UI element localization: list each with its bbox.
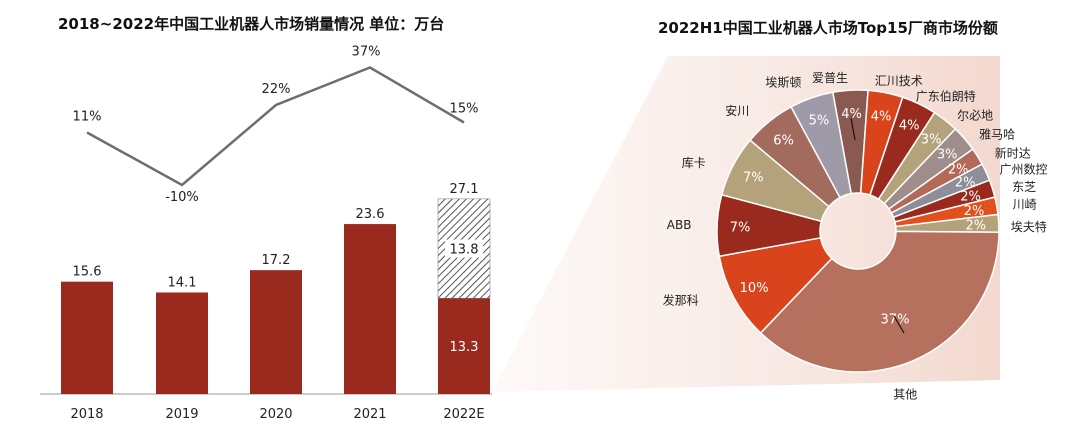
- bar-chart-title: 2018~2022年中国工业机器人市场销量情况 单位：万台: [58, 15, 444, 33]
- pie-value-label-埃夫特: 2%: [966, 219, 987, 234]
- growth-line-group: 11% -10% 22% 37% 15%: [73, 45, 479, 206]
- pie-slice-其他: [759, 230, 1000, 373]
- growth-label-2020: 22%: [262, 82, 291, 97]
- pie-value-label-汇川技术: 4%: [871, 109, 892, 124]
- pie-chart-title: 2022H1中国工业机器人市场Top15厂商市场份额: [658, 19, 998, 37]
- pie-value-label-库卡: 7%: [743, 171, 764, 186]
- pie-value-label-雅马哈: 3%: [937, 148, 958, 163]
- total-label-2022E: 27.1: [450, 182, 479, 197]
- growth-line: [86, 66, 465, 187]
- growth-label-2022E: 15%: [450, 102, 479, 117]
- pie-value-label-其他: 37%: [881, 313, 910, 328]
- growth-label-2021: 37%: [352, 45, 381, 60]
- pie-value-label-广东伯朗特: 4%: [899, 119, 920, 134]
- pie-value-label-安川: 6%: [773, 133, 794, 148]
- bar-inner-label-2022E: 13.3: [450, 340, 479, 355]
- pie-value-label-发那科: 10%: [740, 281, 769, 296]
- x-tick-2022E: 2022E: [443, 407, 484, 422]
- segment-label-bg: [445, 239, 483, 258]
- pie-group: 4% 爱普生 4% 汇川技术 4% 广东伯朗特 3% 尔必地 3% 雅马哈 2% 新时达 2% 广州数控 2…: [663, 71, 1048, 401]
- pie-category-label-爱普生: 爱普生: [812, 71, 848, 85]
- x-tick-2019: 2019: [165, 407, 198, 422]
- pie-value-label-ABB: 7%: [730, 220, 751, 235]
- pie-slice-埃斯顿: [790, 91, 853, 199]
- x-tick-2020: 2020: [259, 407, 292, 422]
- leader-line: [850, 117, 856, 141]
- bar-2021: [344, 224, 396, 394]
- bar-group: 15.6 2018 14.1 2019 17.2 2020 23.6 2021 13.8 13.3…: [61, 182, 491, 422]
- total-label-2018: 15.6: [73, 265, 102, 280]
- bar-2020: [250, 270, 302, 394]
- bar-2022E: [438, 298, 490, 394]
- pie-category-label-汇川技术: 汇川技术: [875, 74, 923, 88]
- growth-label-2019: -10%: [165, 190, 199, 205]
- pie-value-label-爱普生: 4%: [841, 107, 862, 122]
- pie-category-label-新时达: 新时达: [995, 145, 1031, 160]
- pie-category-label-广东伯朗特: 广东伯朗特: [916, 89, 976, 104]
- bar-2018: [61, 281, 113, 394]
- total-label-2019: 14.1: [168, 275, 197, 290]
- pie-category-label-ABB: ABB: [667, 218, 692, 232]
- pie-category-label-尔必地: 尔必地: [957, 108, 993, 123]
- x-tick-2021: 2021: [353, 407, 386, 422]
- leader-line: [893, 315, 905, 334]
- total-label-2021: 23.6: [356, 207, 385, 222]
- pie-category-label-广州数控: 广州数控: [1000, 162, 1048, 177]
- total-label-2020: 17.2: [262, 253, 291, 268]
- pie-category-label-埃斯顿: 埃斯顿: [765, 75, 801, 89]
- pie-value-label-埃斯顿: 5%: [809, 114, 830, 129]
- pie-category-label-川崎: 川崎: [1013, 198, 1037, 212]
- pie-value-label-川崎: 2%: [964, 204, 985, 219]
- pie-category-label-其他: 其他: [893, 387, 917, 401]
- segment-label-2022E: 13.8: [450, 243, 479, 258]
- pie-value-label-尔必地: 3%: [921, 132, 942, 147]
- growth-label-2018: 11%: [73, 110, 102, 125]
- pie-value-label-东芝: 2%: [960, 189, 981, 204]
- pie-category-label-埃夫特: 埃夫特: [1011, 219, 1047, 234]
- pie-category-label-发那科: 发那科: [663, 293, 699, 308]
- pie-category-label-东芝: 东芝: [1012, 179, 1036, 194]
- pie-category-label-库卡: 库卡: [682, 155, 706, 170]
- bar-2019: [156, 292, 208, 394]
- pie-category-label-安川: 安川: [725, 103, 749, 118]
- pie-category-label-雅马哈: 雅马哈: [979, 127, 1015, 142]
- x-tick-2018: 2018: [70, 407, 103, 422]
